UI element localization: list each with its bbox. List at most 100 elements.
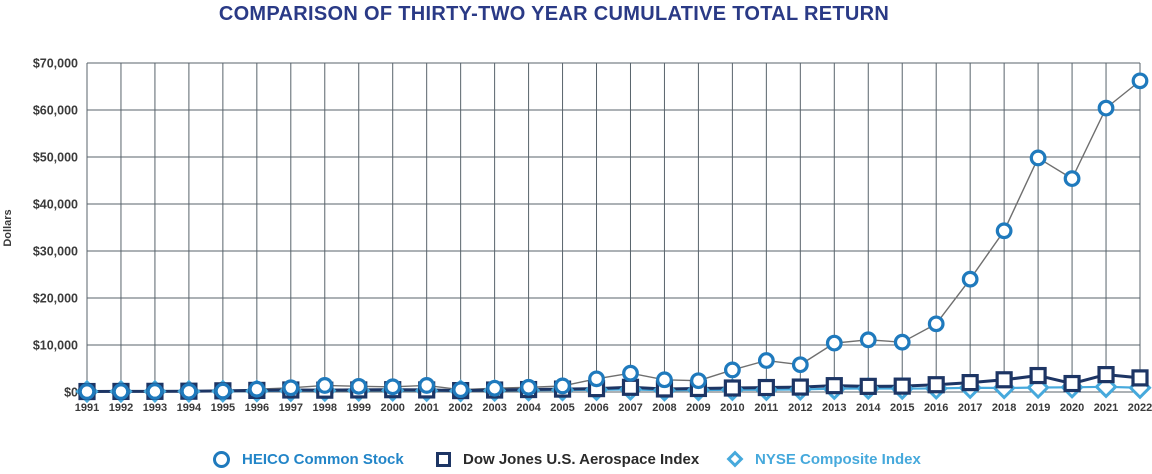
x-tick-label: 1994 [177, 402, 202, 414]
x-tick-label: 1999 [346, 402, 370, 414]
data-point-heico-2013 [825, 334, 843, 352]
data-point-aerospace-2018 [995, 371, 1013, 389]
data-point-aerospace-2017 [961, 374, 979, 392]
legend-label-aerospace: Dow Jones U.S. Aerospace Index [463, 450, 700, 468]
data-point-aerospace-2007 [621, 378, 640, 396]
x-tick-label: 2004 [516, 402, 541, 414]
data-point-heico-2017 [961, 270, 979, 288]
x-tick-label: 2006 [584, 402, 608, 414]
y-tick-label: $0 [64, 386, 78, 400]
x-tick-label: 2012 [788, 402, 812, 414]
data-point-aerospace-2015 [893, 377, 911, 395]
series-line-square [86, 373, 1141, 394]
x-tick-label: 2017 [958, 402, 982, 414]
data-point-heico-1994 [180, 382, 198, 400]
data-point-heico-2005 [554, 377, 571, 395]
data-point-heico-1992 [112, 383, 130, 400]
heico-circle-marker-icon [213, 450, 230, 468]
data-point-heico-1998 [316, 377, 334, 394]
data-point-aerospace-2012 [791, 378, 809, 396]
data-point-heico-2006 [588, 370, 605, 388]
data-point-heico-2004 [520, 378, 537, 396]
x-tick-label: 1992 [109, 402, 133, 414]
x-tick-label: 2003 [482, 402, 506, 414]
legend-item-heico: HEICO Common Stock [213, 446, 404, 472]
data-point-heico-2020 [1063, 170, 1081, 188]
data-point-heico-1993 [146, 383, 164, 400]
x-tick-label: 2018 [992, 402, 1016, 414]
y-tick-label: $40,000 [33, 198, 78, 212]
aerospace-square-marker-icon [436, 451, 451, 467]
x-tick-label: 2005 [550, 402, 574, 414]
y-tick-label: $50,000 [33, 151, 78, 165]
data-point-heico-1991 [78, 383, 96, 400]
nyse-diamond-marker-icon [726, 450, 744, 468]
x-tick-label: 1998 [313, 402, 337, 414]
data-point-heico-2007 [622, 364, 639, 382]
data-point-heico-2022 [1131, 72, 1149, 90]
data-point-aerospace-2016 [927, 376, 945, 394]
data-point-aerospace-2020 [1063, 374, 1081, 393]
data-point-aerospace-2011 [757, 378, 775, 397]
x-tick-label: 2001 [414, 402, 438, 414]
x-tick-label: 2020 [1060, 402, 1084, 414]
data-point-heico-2016 [927, 315, 945, 333]
legend-label-heico: HEICO Common Stock [242, 450, 404, 468]
data-point-heico-2019 [1029, 149, 1047, 167]
x-tick-label: 2007 [618, 402, 642, 414]
data-point-heico-2009 [690, 372, 707, 390]
y-axis-title: Dollars [2, 209, 14, 246]
chart-legend: HEICO Common Stock Dow Jones U.S. Aerosp… [0, 446, 1152, 472]
y-tick-label: $10,000 [33, 339, 78, 353]
data-point-heico-1997 [282, 379, 300, 397]
data-point-aerospace-2021 [1097, 366, 1115, 384]
x-tick-label: 2011 [754, 402, 778, 414]
x-tick-label: 1995 [211, 402, 235, 414]
x-tick-label: 2021 [1094, 402, 1118, 414]
data-point-heico-1996 [248, 380, 266, 398]
x-tick-label: 1991 [75, 402, 99, 414]
data-point-heico-2003 [486, 379, 504, 397]
legend-label-nyse: NYSE Composite Index [755, 450, 921, 468]
x-tick-label: 2015 [890, 402, 914, 414]
data-point-aerospace-2014 [859, 377, 877, 395]
data-point-heico-2021 [1097, 99, 1115, 117]
data-point-aerospace-2013 [825, 377, 843, 395]
data-point-heico-2008 [656, 371, 673, 389]
data-point-heico-2001 [418, 377, 436, 394]
data-point-heico-1999 [350, 377, 368, 395]
data-point-heico-2018 [995, 222, 1013, 240]
data-point-heico-2015 [893, 333, 911, 351]
data-point-heico-2002 [452, 381, 470, 399]
data-point-aerospace-2010 [723, 379, 741, 397]
x-tick-label: 2008 [652, 402, 676, 414]
x-tick-label: 2000 [380, 402, 404, 414]
data-point-heico-2010 [723, 361, 741, 379]
data-point-heico-2011 [757, 352, 775, 369]
y-tick-label: $30,000 [33, 245, 78, 259]
data-point-heico-1995 [214, 382, 232, 400]
x-tick-label: 2022 [1128, 402, 1152, 414]
x-tick-label: 2010 [720, 402, 744, 414]
x-tick-label: 2019 [1026, 402, 1050, 414]
data-point-heico-2014 [859, 331, 877, 349]
data-point-heico-2000 [384, 378, 402, 396]
x-tick-label: 2009 [686, 402, 710, 414]
data-point-heico-2012 [791, 356, 809, 374]
x-tick-label: 2016 [924, 402, 948, 414]
x-tick-label: 1993 [143, 402, 167, 414]
y-tick-label: $70,000 [33, 57, 78, 71]
data-point-aerospace-2019 [1029, 366, 1047, 385]
chart-title: COMPARISON OF THIRTY-TWO YEAR CUMULATIVE… [218, 3, 890, 25]
x-tick-label: 2013 [822, 402, 846, 414]
legend-item-aerospace: Dow Jones U.S. Aerospace Index [436, 446, 699, 472]
x-tick-label: 1996 [245, 402, 269, 414]
legend-item-nyse: NYSE Composite Index [726, 446, 921, 472]
data-point-aerospace-2022 [1131, 369, 1149, 387]
y-tick-label: $60,000 [33, 104, 78, 118]
x-tick-label: 1997 [279, 402, 303, 414]
x-tick-label: 2002 [448, 402, 472, 414]
y-tick-label: $20,000 [33, 292, 78, 306]
